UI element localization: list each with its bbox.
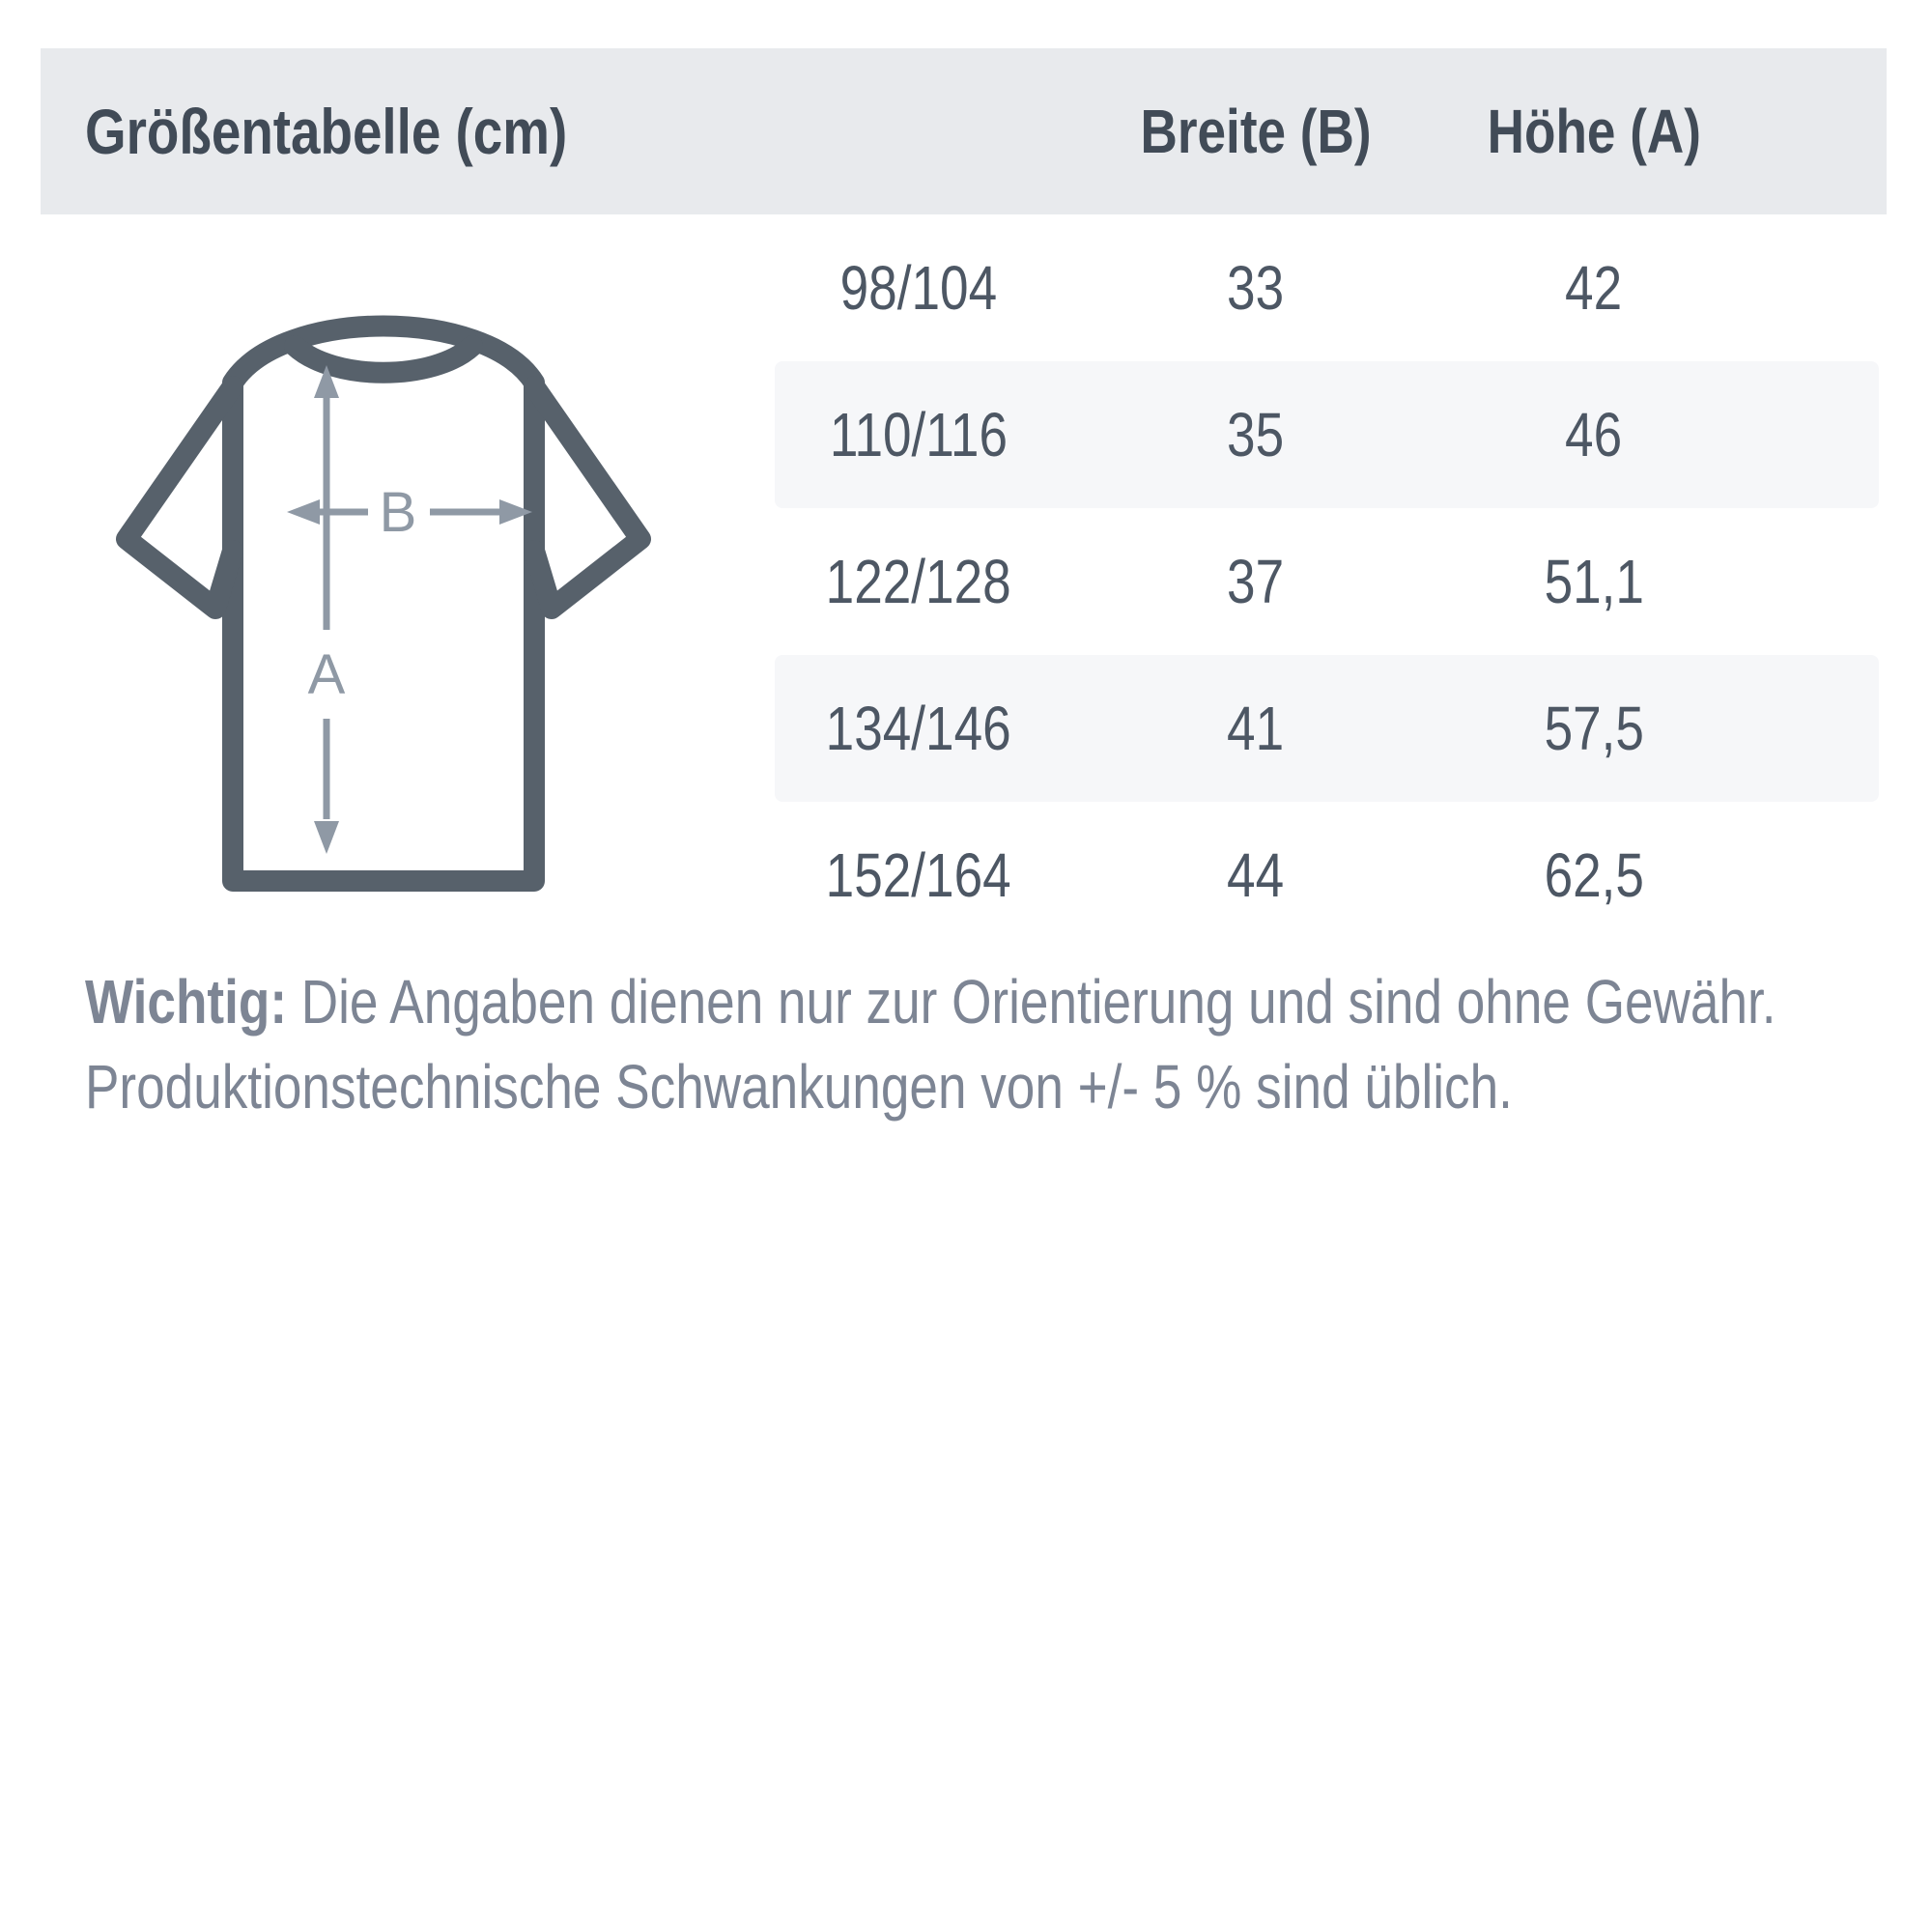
- page-title-text: Größentabelle (cm): [85, 96, 568, 167]
- size-cell: 152/164: [825, 840, 1012, 910]
- tshirt-diagram: A B: [116, 315, 651, 892]
- size-table: 98/104 33 42 110/116 35 46 122/128 37 51…: [775, 214, 1879, 949]
- width-cell: 41: [1227, 694, 1285, 763]
- note-line-1: Wichtig: Die Angaben dienen nur zur Orie…: [85, 959, 1882, 1044]
- tshirt-right-sleeve: [524, 376, 651, 619]
- width-cell: 44: [1227, 840, 1285, 910]
- tshirt-collar: [284, 335, 483, 384]
- note-line2-text: Produktionstechnische Schwankungen von +…: [85, 1052, 1513, 1122]
- height-cell: 62,5: [1544, 840, 1644, 910]
- tshirt-left-sleeve: [116, 376, 243, 619]
- size-cell: 110/116: [829, 400, 1009, 469]
- height-cell: 42: [1565, 253, 1623, 323]
- width-cell: 35: [1227, 400, 1285, 469]
- table-row: 122/128 37 51,1: [775, 508, 1879, 655]
- width-cell: 37: [1227, 547, 1285, 616]
- size-cell: 122/128: [825, 547, 1012, 616]
- column-header-height: Höhe (A): [1487, 97, 1701, 166]
- table-row: 98/104 33 42: [775, 214, 1879, 361]
- size-cell: 134/146: [825, 694, 1012, 763]
- height-cell: 57,5: [1544, 694, 1644, 763]
- note-prefix: Wichtig:: [85, 967, 288, 1037]
- table-header-bar: Größentabelle (cm) Breite (B) Höhe (A): [41, 48, 1887, 214]
- table-row: 134/146 41 57,5: [775, 655, 1879, 802]
- table-row: 152/164 44 62,5: [775, 802, 1879, 949]
- width-arrow-label: B: [380, 481, 417, 544]
- height-cell: 46: [1565, 400, 1623, 469]
- note-line-2: Produktionstechnische Schwankungen von +…: [85, 1044, 1882, 1129]
- tshirt-outline: [222, 315, 545, 892]
- note-line1-text: Die Angaben dienen nur zur Orientierung …: [300, 967, 1776, 1037]
- width-cell: 33: [1227, 253, 1285, 323]
- height-cell: 51,1: [1544, 547, 1644, 616]
- page-title: Größentabelle (cm): [85, 48, 666, 214]
- height-arrow: [314, 365, 339, 854]
- table-row: 110/116 35 46: [775, 361, 1879, 508]
- width-arrow: [287, 499, 532, 525]
- size-cell: 98/104: [839, 253, 998, 323]
- height-arrow-label: A: [308, 643, 346, 706]
- disclaimer-note: Wichtig: Die Angaben dienen nur zur Orie…: [85, 959, 1882, 1129]
- column-header-width: Breite (B): [1140, 97, 1372, 166]
